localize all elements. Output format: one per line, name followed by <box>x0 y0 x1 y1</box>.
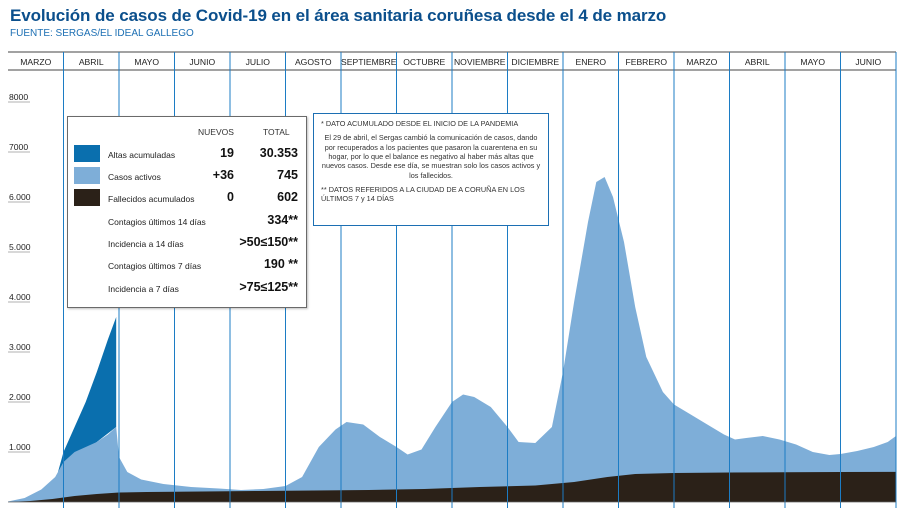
indicator-incidencia-7: Incidencia a 7 días >75≤125** <box>68 280 306 300</box>
legend-total-activos: 745 <box>277 168 298 182</box>
indicator-label: Contagios últimos 14 días <box>108 217 206 227</box>
legend-row-fallecidos: Fallecidos acumulados 0 602 <box>68 189 306 209</box>
y-tick-label: 2.000 <box>9 392 31 402</box>
chart-source: FUENTE: SERGAS/EL IDEAL GALLEGO <box>10 28 194 39</box>
legend-swatch-altas <box>74 145 100 162</box>
indicator-value: 334** <box>267 213 298 227</box>
y-tick-label: 8000 <box>9 92 28 102</box>
indicator-value: >75≤125** <box>239 280 298 294</box>
note-box: * DATO ACUMULADO DESDE EL INICIO DE LA P… <box>313 113 549 226</box>
note-april-change: El 29 de abril, el Sergas cambió la comu… <box>321 133 541 180</box>
note-city-data: ** DATOS REFERIDOS A LA CIUDAD DE A CORU… <box>321 184 525 204</box>
legend-nuevos-altas: 19 <box>220 146 234 160</box>
legend-total-altas: 30.353 <box>259 146 298 160</box>
chart-title: Evolución de casos de Covid-19 en el áre… <box>10 6 667 25</box>
month-label: SEPTIEMBRE <box>341 57 397 67</box>
legend-nuevos-activos: +36 <box>212 168 234 182</box>
y-tick-label: 5.000 <box>9 242 31 252</box>
legend-total-fallecidos: 602 <box>277 190 298 204</box>
month-label: NOVIEMBRE <box>454 57 506 67</box>
month-label: JUNIO <box>189 57 215 67</box>
month-label: OCTUBRE <box>403 57 445 67</box>
legend-swatch-fallecidos <box>74 189 100 206</box>
indicator-contagios-14: Contagios últimos 14 días 334** <box>68 213 306 233</box>
indicator-label: Contagios últimos 7 días <box>108 261 202 271</box>
series-altas-area <box>58 317 117 472</box>
month-label: FEBRERO <box>625 57 667 67</box>
month-label: ABRIL <box>745 57 770 67</box>
legend-label-fallecidos: Fallecidos acumulados <box>108 194 195 204</box>
month-label: DICIEMBRE <box>511 57 559 67</box>
indicator-contagios-7: Contagios últimos 7 días 190 ** <box>68 257 306 277</box>
y-tick-label: 1.000 <box>9 442 31 452</box>
month-label: JULIO <box>246 57 271 67</box>
indicator-value: >50≤150** <box>239 235 298 249</box>
month-label: MARZO <box>20 57 51 67</box>
indicator-label: Incidencia a 14 días <box>108 239 184 249</box>
month-label: ABRIL <box>79 57 104 67</box>
month-label: MAYO <box>800 57 825 67</box>
legend-col-nuevos: NUEVOS <box>198 127 234 137</box>
month-label: AGOSTO <box>295 57 332 67</box>
note-cumulative: * DATO ACUMULADO DESDE EL INICIO DE LA P… <box>321 119 519 128</box>
legend-col-total: TOTAL <box>263 127 290 137</box>
legend-nuevos-fallecidos: 0 <box>227 190 234 204</box>
y-tick-label: 4.000 <box>9 292 31 302</box>
legend-row-activos: Casos activos +36 745 <box>68 167 306 187</box>
month-label: JUNIO <box>855 57 881 67</box>
y-tick-label: 7000 <box>9 142 28 152</box>
legend-swatch-activos <box>74 167 100 184</box>
indicator-label: Incidencia a 7 días <box>108 284 179 294</box>
y-tick-label: 6.000 <box>9 192 31 202</box>
legend-row-altas: Altas acumuladas 19 30.353 <box>68 145 306 165</box>
indicator-value: 190 ** <box>263 257 298 271</box>
indicator-incidencia-14: Incidencia a 14 días >50≤150** <box>68 235 306 255</box>
y-tick-label: 3.000 <box>9 342 31 352</box>
month-label: ENERO <box>575 57 606 67</box>
month-label: MARZO <box>686 57 717 67</box>
legend-box: NUEVOS TOTAL Altas acumuladas 19 30.353 … <box>67 116 307 308</box>
legend-label-activos: Casos activos <box>108 172 161 182</box>
month-label: MAYO <box>134 57 159 67</box>
legend-label-altas: Altas acumuladas <box>108 150 176 160</box>
